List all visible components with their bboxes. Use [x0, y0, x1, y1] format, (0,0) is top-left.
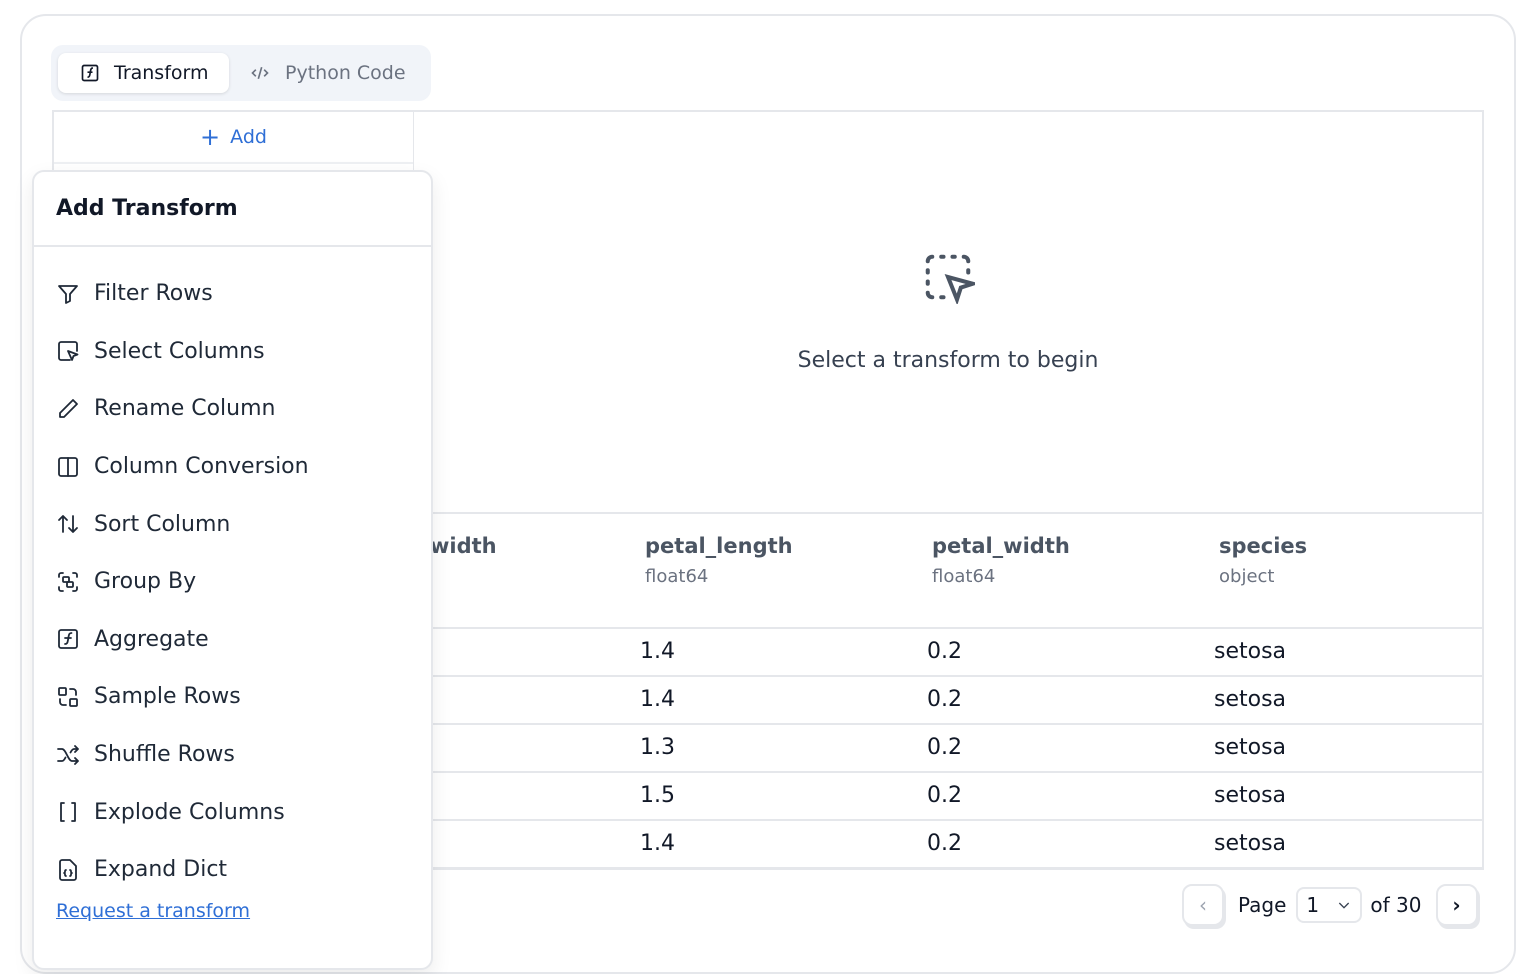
table-row: 1.3 0.2 setosa	[414, 725, 1482, 773]
menu-item-select-columns[interactable]: Select Columns	[34, 323, 431, 381]
table-row: 1.4 0.2 setosa	[414, 821, 1482, 869]
group-icon	[58, 571, 78, 592]
menu-item-shuffle-rows[interactable]: Shuffle Rows	[34, 726, 431, 784]
sample-icon	[58, 687, 78, 707]
table-cell: 0.2	[927, 831, 962, 856]
function-square-icon	[58, 629, 78, 650]
file-braces-icon	[59, 858, 77, 881]
table-cell: 0.2	[927, 735, 962, 760]
column-header: petal_width float64	[932, 534, 1070, 587]
table-header: width petal_length float64 petal_width flo…	[414, 514, 1482, 629]
menu-item-label: Shuffle Rows	[94, 742, 235, 768]
popup-title: Add Transform	[34, 172, 431, 247]
table-cell: setosa	[1214, 735, 1287, 760]
column-header: width	[430, 534, 497, 558]
page-label: Page	[1238, 893, 1287, 917]
table-cell: 1.4	[640, 687, 675, 712]
table-cell: 1.5	[640, 783, 675, 808]
menu-item-aggregate[interactable]: Aggregate	[34, 611, 431, 669]
tab-label: Transform	[114, 62, 209, 84]
table-cell: setosa	[1214, 639, 1287, 664]
menu-item-label: Explode Columns	[94, 799, 285, 825]
table-cell: setosa	[1214, 831, 1287, 856]
tab-python-code[interactable]: Python Code	[249, 53, 406, 93]
column-header: species object	[1219, 534, 1308, 587]
tab-bar: Transform Python Code	[51, 45, 431, 101]
sort-arrows-icon	[58, 515, 78, 534]
table-cell: setosa	[1214, 687, 1287, 712]
menu-item-label: Group By	[94, 569, 197, 595]
menu-item-label: Aggregate	[94, 626, 209, 652]
chevron-left-icon: ‹	[1199, 893, 1207, 917]
table-cell: 1.3	[640, 735, 675, 760]
menu-item-rename-column[interactable]: Rename Column	[34, 380, 431, 438]
empty-state: Select a transform to begin	[414, 250, 1482, 373]
menu-item-column-conversion[interactable]: Column Conversion	[34, 438, 431, 496]
select-pointer-icon	[58, 341, 79, 362]
table-cell: 0.2	[927, 687, 962, 712]
menu-item-label: Column Conversion	[94, 454, 309, 480]
menu-item-label: Sample Rows	[94, 684, 241, 710]
menu-item-label: Filter Rows	[94, 281, 213, 307]
table-cell: setosa	[1214, 783, 1287, 808]
columns-icon	[58, 456, 78, 477]
request-transform-link[interactable]: Request a transform	[56, 900, 251, 922]
data-table: width petal_length float64 petal_width flo…	[414, 512, 1482, 869]
shuffle-icon	[57, 744, 79, 765]
menu-item-explode-columns[interactable]: Explode Columns	[34, 783, 431, 841]
brackets-icon	[60, 802, 76, 823]
code-icon	[251, 66, 269, 80]
tab-transform[interactable]: Transform	[58, 53, 229, 93]
page-total: of 30	[1370, 893, 1422, 917]
column-header: petal_length float64	[645, 534, 793, 587]
table-row: 1.4 0.2 setosa	[414, 677, 1482, 725]
table-row: 1.4 0.2 setosa	[414, 629, 1482, 677]
menu-item-label: Select Columns	[94, 338, 265, 364]
table-cell: 1.4	[640, 639, 675, 664]
table-cell: 1.4	[640, 831, 675, 856]
preview-panel: Select a transform to begin width petal_…	[414, 110, 1484, 870]
plus-icon: +	[200, 123, 221, 151]
page-select-value: 1	[1306, 893, 1320, 917]
add-transform-popup: Add Transform Filter Rows Select Columns R…	[32, 170, 433, 970]
add-label: Add	[230, 126, 267, 148]
add-transform-button[interactable]: + Add	[54, 112, 413, 164]
menu-item-expand-dict[interactable]: Expand Dict	[34, 841, 431, 899]
next-page-button[interactable]: ›	[1435, 884, 1478, 926]
page-select[interactable]: 1	[1296, 887, 1363, 923]
menu-item-label: Expand Dict	[94, 857, 228, 883]
table-cell: 0.2	[927, 783, 962, 808]
filter-icon	[58, 284, 78, 304]
menu-item-sample-rows[interactable]: Sample Rows	[34, 668, 431, 726]
menu-item-label: Sort Column	[94, 511, 231, 537]
menu-item-filter-rows[interactable]: Filter Rows	[34, 265, 431, 323]
pencil-icon	[59, 399, 78, 418]
prev-page-button[interactable]: ‹	[1182, 884, 1224, 926]
function-square-icon	[81, 64, 99, 82]
menu-item-label: Rename Column	[94, 396, 276, 422]
chevron-down-icon	[1339, 902, 1350, 909]
table-row: 1.5 0.2 setosa	[414, 773, 1482, 821]
menu-item-sort-column[interactable]: Sort Column	[34, 495, 431, 553]
menu-item-group-by[interactable]: Group By	[34, 553, 431, 611]
tab-label: Python Code	[285, 62, 406, 84]
chevron-right-icon: ›	[1452, 893, 1461, 917]
pagination: ‹ Page 1 of 30 ›	[1182, 884, 1478, 926]
table-cell: 0.2	[927, 639, 962, 664]
dashed-select-pointer-icon	[925, 254, 980, 306]
empty-state-text: Select a transform to begin	[797, 348, 1099, 373]
